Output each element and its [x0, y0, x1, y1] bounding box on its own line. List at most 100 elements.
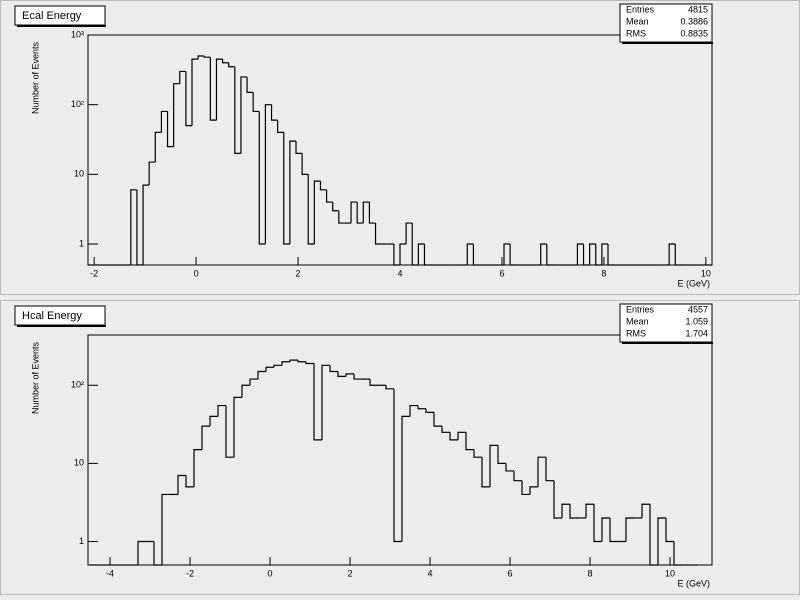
histogram-bin — [393, 388, 402, 543]
histogram-bin — [589, 243, 596, 265]
histogram-bin — [321, 364, 330, 440]
x-tick-label: 6 — [499, 268, 504, 278]
histogram-bin — [221, 59, 229, 64]
histogram-bin — [234, 66, 241, 154]
histogram-bin — [209, 57, 217, 121]
y-tick-label: 10 — [74, 169, 84, 179]
histogram-bin — [457, 431, 466, 440]
histogram-bin — [537, 456, 546, 487]
histogram-bin — [337, 371, 346, 377]
histogram-bin — [665, 517, 674, 543]
histogram-bin — [350, 201, 358, 224]
histogram-bin — [177, 474, 186, 495]
y-tick-label: 10² — [71, 99, 84, 109]
histogram-bin — [217, 404, 226, 417]
stats-value: 4815 — [688, 4, 708, 14]
y-tick-label: 10 — [74, 458, 84, 468]
x-tick-label: 10 — [665, 568, 675, 578]
histogram-bin — [405, 222, 413, 245]
histogram-bin — [252, 92, 260, 113]
histogram-bin — [546, 244, 553, 266]
histogram-bin — [393, 244, 400, 266]
histogram-bin — [593, 504, 602, 543]
histogram-bin — [209, 415, 218, 427]
histogram-bin — [313, 363, 322, 441]
stats-value: 0.8835 — [680, 28, 708, 38]
histogram-bin — [241, 384, 250, 398]
stats-label: Entries — [626, 304, 655, 314]
x-axis-label: E (GeV) — [677, 278, 710, 288]
histogram-bin — [148, 161, 156, 186]
histogram-bin — [585, 503, 594, 518]
x-tick-label: 8 — [601, 268, 606, 278]
histogram-bin — [509, 244, 517, 266]
histogram-bin — [179, 70, 186, 84]
histogram-bin — [545, 457, 554, 482]
histogram-bin — [473, 449, 482, 458]
histogram-bin — [417, 405, 426, 410]
histogram-bin — [215, 58, 223, 121]
histogram-bin — [576, 243, 584, 265]
histogram-bin — [265, 366, 274, 372]
histogram-bin — [489, 444, 498, 487]
histogram-bin — [401, 415, 410, 542]
histogram-bin — [161, 493, 170, 565]
histogram-bin — [668, 243, 676, 265]
y-tick-label: 10³ — [71, 29, 84, 39]
histogram-bin — [433, 412, 442, 427]
histogram-bin — [595, 244, 602, 266]
stats-label: Mean — [626, 16, 649, 26]
y-axis-label: Number of Events — [30, 341, 40, 414]
histogram-bin — [369, 379, 378, 386]
x-tick-label: 0 — [267, 568, 272, 578]
histogram-bin — [353, 373, 362, 380]
x-tick-label: 10 — [701, 268, 711, 278]
histogram-bin — [521, 480, 530, 496]
histogram-bin — [225, 405, 234, 458]
histogram-bin — [582, 244, 590, 266]
histogram-bin — [362, 201, 370, 224]
x-tick-label: 4 — [397, 268, 402, 278]
y-tick-label: 1 — [79, 536, 84, 546]
histogram-bin — [160, 110, 168, 133]
histogram-bin — [193, 449, 202, 487]
x-tick-label: 6 — [507, 568, 512, 578]
histogram-bin — [425, 408, 434, 413]
histogram-bin — [674, 244, 682, 266]
stats-value: 4557 — [688, 304, 708, 314]
histogram-bin — [258, 111, 266, 245]
histogram-bin — [553, 480, 562, 519]
x-tick-label: 8 — [587, 568, 592, 578]
histogram-bin — [257, 370, 266, 380]
histogram-bin — [281, 361, 290, 366]
stats-label: Mean — [626, 316, 649, 326]
histogram-bin — [301, 153, 309, 175]
histogram-bin — [136, 189, 144, 266]
histogram-bin — [472, 244, 480, 266]
chart-title: Hcal Energy — [22, 310, 82, 322]
histogram-bin — [154, 131, 162, 163]
x-tick-label: -4 — [106, 568, 114, 578]
histogram-bin — [641, 503, 650, 518]
stats-label: RMS — [626, 28, 646, 38]
histogram-bin — [233, 396, 242, 458]
x-tick-label: 2 — [296, 268, 301, 278]
histogram-bin — [289, 140, 296, 245]
stats-value: 1.059 — [685, 316, 708, 326]
stats-box — [619, 3, 713, 43]
x-tick-label: -2 — [186, 568, 194, 578]
histogram-bin — [607, 244, 615, 266]
histogram-bin — [481, 457, 490, 488]
histogram-bin — [338, 210, 345, 224]
stats-value: 0.3886 — [680, 16, 708, 26]
histogram-bin — [441, 426, 450, 433]
histogram-bin — [417, 243, 425, 265]
x-tick-label: 0 — [194, 268, 199, 278]
histogram-bin — [319, 181, 327, 191]
histogram-bin — [197, 55, 205, 60]
histogram-bin — [203, 55, 211, 58]
histogram-bin — [173, 83, 180, 147]
